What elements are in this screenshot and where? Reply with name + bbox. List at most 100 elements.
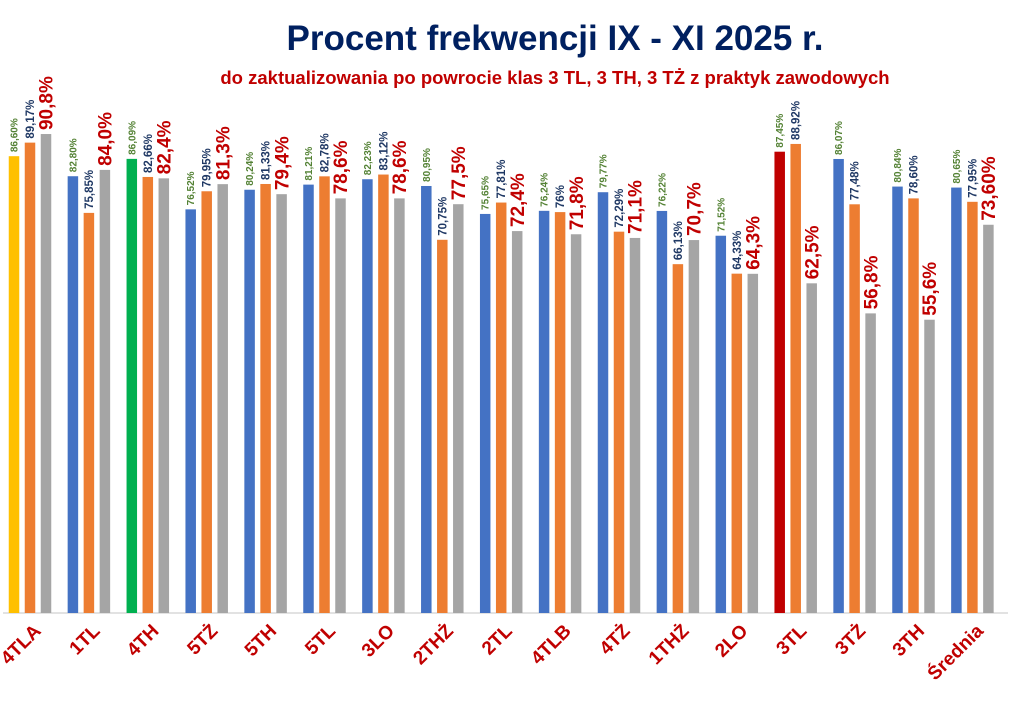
bar-1TL-series-2: [83, 212, 95, 614]
bar-2THŻ-series-1: [421, 185, 432, 613]
category-label-2TL: 2TL: [478, 620, 517, 659]
data-label-Średnia-series-1: 80,65%: [952, 150, 963, 184]
data-label-5TL-series-3: 78,6%: [331, 140, 352, 194]
bar-3LO-series-2: [378, 174, 389, 614]
data-label-5TŻ-series-2: 79,95%: [202, 148, 214, 187]
data-label-4TŻ-series-3: 71,1%: [626, 180, 647, 234]
data-label-1TL-series-2: 75,85%: [84, 170, 96, 209]
bar-2THŻ-series-3: [453, 204, 464, 613]
data-label-1THŻ-series-1: 76,22%: [657, 173, 668, 207]
bar-2THŻ-series-2: [437, 239, 448, 613]
data-label-3TH-series-2: 78,60%: [909, 155, 921, 194]
bar-2LO-series-2: [731, 273, 743, 613]
data-label-4TLB-series-3: 71,8%: [567, 176, 588, 230]
bar-3TH-series-2: [908, 198, 919, 613]
bar-5TH-series-3: [276, 194, 287, 614]
data-label-4TŻ-series-2: 72,29%: [614, 189, 626, 228]
data-label-4TŻ-series-1: 79,77%: [599, 154, 610, 188]
category-label-4TLA: 4TLA: [0, 620, 46, 669]
bar-2TL-series-1: [479, 213, 491, 614]
bar-5TH-series-1: [244, 189, 255, 613]
bar-4TLA-series-1: [8, 156, 20, 613]
bar-3TH-series-3: [924, 319, 935, 613]
data-label-4TH-series-2: 82,66%: [143, 134, 155, 173]
bar-3TH-series-1: [892, 186, 903, 613]
data-label-3LO-series-3: 78,6%: [390, 140, 411, 194]
bar-5TŻ-series-1: [185, 209, 196, 613]
bar-5TL-series-2: [319, 176, 330, 613]
bar-1TL-series-1: [67, 176, 79, 614]
bar-Średnia-series-2: [967, 201, 978, 613]
bar-4TLB-series-2: [554, 212, 566, 613]
category-label-1THŻ: 1THŻ: [645, 620, 694, 669]
category-label-4TLB: 4TLB: [527, 621, 575, 669]
data-label-1THŻ-series-2: 66,13%: [673, 221, 685, 260]
category-label-1TL: 1TL: [66, 620, 105, 659]
bar-Średnia-series-3: [983, 224, 994, 613]
data-label-3TL-series-1: 87,45%: [775, 114, 786, 148]
data-label-1TL-series-1: 82,80%: [68, 138, 79, 172]
data-label-5TH-series-3: 79,4%: [272, 136, 293, 190]
category-label-5TH: 5TH: [241, 621, 281, 661]
category-label-Średnia: Średnia: [923, 620, 988, 685]
bar-4TŻ-series-3: [629, 237, 641, 613]
data-label-4TH-series-1: 86,09%: [127, 121, 138, 155]
bar-4TH-series-3: [158, 178, 170, 613]
category-label-3LO: 3LO: [358, 621, 399, 662]
bar-3TŻ-series-2: [849, 204, 860, 613]
bar-3LO-series-1: [362, 179, 373, 613]
bar-5TŻ-series-2: [201, 191, 212, 614]
bar-5TL-series-1: [303, 184, 314, 613]
data-label-2LO-series-3: 64,3%: [743, 216, 764, 270]
bar-Średnia-series-1: [951, 187, 962, 614]
bar-3TL-series-3: [806, 283, 817, 613]
data-label-3TH-series-3: 55,6%: [920, 262, 941, 316]
category-label-4TŻ: 4TŻ: [596, 620, 635, 659]
bar-5TL-series-3: [335, 198, 346, 613]
data-label-2TL-series-2: 77,81%: [496, 160, 508, 199]
data-label-5TŻ-series-3: 81,3%: [213, 126, 234, 180]
data-label-2TL-series-3: 72,4%: [508, 173, 529, 227]
category-label-5TL: 5TL: [301, 620, 340, 659]
data-label-1TL-series-3: 84,0%: [96, 112, 117, 166]
bar-4TLB-series-3: [570, 234, 582, 613]
bar-2LO-series-1: [715, 235, 727, 613]
data-label-4TLB-series-2: 76%: [555, 185, 567, 208]
data-label-2TL-series-1: 75,65%: [481, 176, 492, 210]
data-label-3TŻ-series-3: 56,8%: [861, 255, 882, 309]
data-label-3TŻ-series-1: 86,07%: [834, 121, 845, 155]
data-label-5TŻ-series-1: 76,52%: [186, 171, 197, 205]
data-label-4TLA-series-2: 89,17%: [25, 100, 37, 139]
chart-title: Procent frekwencji IX - XI 2025 r.: [287, 19, 824, 58]
bar-4TLA-series-2: [24, 142, 36, 614]
bar-4TŻ-series-1: [597, 192, 609, 613]
category-label-3TL: 3TL: [772, 620, 811, 659]
data-label-4TH-series-3: 82,4%: [154, 120, 175, 174]
bar-1TL-series-3: [99, 169, 111, 613]
bar-3TŻ-series-3: [865, 313, 876, 613]
data-label-2LO-series-1: 71,52%: [716, 198, 727, 232]
data-label-4TLB-series-1: 76,24%: [540, 173, 551, 207]
bar-4TLA-series-3: [40, 134, 52, 613]
bar-1THŻ-series-2: [672, 264, 684, 613]
data-label-5TH-series-2: 81,33%: [261, 141, 273, 180]
bar-4TH-series-1: [126, 158, 138, 613]
data-label-3TŻ-series-2: 77,48%: [850, 161, 862, 200]
data-label-2LO-series-2: 64,33%: [732, 231, 744, 270]
category-label-2THŻ: 2THŻ: [409, 620, 458, 669]
data-label-2THŻ-series-3: 77,5%: [449, 146, 470, 200]
data-label-Średnia-series-2: 77,95%: [967, 159, 979, 198]
bar-2TL-series-3: [511, 231, 523, 613]
bar-5TŻ-series-3: [217, 184, 228, 613]
data-label-3LO-series-1: 82,23%: [363, 141, 374, 175]
category-label-2LO: 2LO: [711, 621, 752, 662]
data-label-1THŻ-series-3: 70,7%: [685, 182, 706, 236]
data-label-2THŻ-series-1: 80,95%: [422, 148, 433, 182]
data-label-5TL-series-2: 82,78%: [320, 133, 332, 172]
bar-3LO-series-3: [394, 198, 405, 613]
bar-4TŻ-series-2: [613, 231, 625, 614]
data-label-5TL-series-1: 81,21%: [304, 147, 315, 181]
data-label-4TLA-series-1: 86,60%: [10, 118, 21, 152]
bar-4TLB-series-1: [538, 210, 550, 614]
